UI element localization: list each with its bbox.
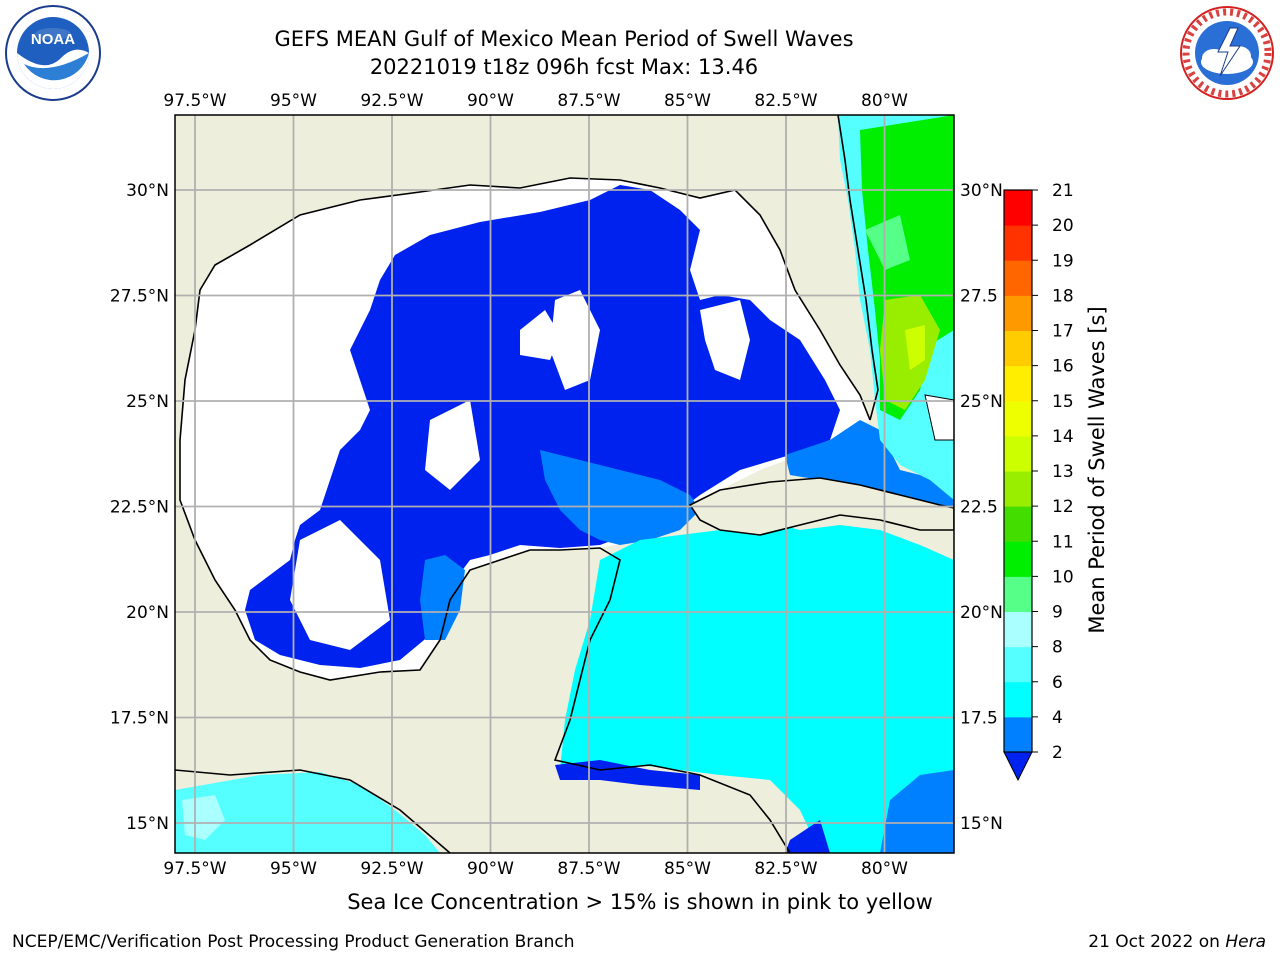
swell-2-4s-region — [245, 185, 840, 668]
lon-label-top: 90°W — [467, 91, 514, 111]
lat-label-right: 20°N — [960, 603, 1003, 623]
noaa-logo: NOAA — [5, 5, 101, 101]
swell-6-8s-caribbean — [560, 520, 954, 853]
colorbar-tick-label: 15 — [1052, 392, 1074, 412]
lon-label-bottom: 85°W — [664, 859, 711, 879]
colorbar-bin — [1004, 716, 1032, 753]
colorbar-bin — [1004, 471, 1032, 507]
colorbar-tick-label: 14 — [1052, 427, 1074, 447]
chart-subtitle: 20221019 t18z 096h fcst Max: 13.46 — [369, 55, 759, 79]
swell-4-6s-gulf — [540, 450, 700, 545]
chart-title: GEFS MEAN Gulf of Mexico Mean Period of … — [274, 27, 854, 51]
footer-credit: NCEP/EMC/Verification Post Processing Pr… — [12, 932, 575, 952]
colorbar-tick-label: 4 — [1052, 708, 1063, 728]
lat-labels-left: 30°N 27.5°N 25°N 22.5°N 20°N 17.5°N 15°N — [110, 181, 169, 834]
colorbar-bin — [1004, 400, 1032, 437]
lat-label-right: 15°N — [960, 814, 1003, 834]
footer-date: 21 Oct 2022 on Hera — [1088, 932, 1266, 952]
lat-label-left: 25°N — [126, 392, 169, 412]
colorbar: 2 4 6 8 9 10 11 12 13 14 15 16 17 18 19 20 21 — [1003, 181, 1074, 782]
colorbar-tick-label: 19 — [1052, 251, 1074, 271]
lat-labels-right: 30°N 27.5 25°N 22.5 20°N 17.5 15°N — [960, 181, 1003, 834]
lat-label-left: 30°N — [126, 181, 169, 201]
lat-label-right: 30°N — [960, 181, 1003, 201]
swell-4-6s-caribbean-edge — [880, 770, 954, 853]
colorbar-extend-min — [1003, 751, 1033, 782]
swell-4-6s-campeche — [420, 555, 465, 640]
map-plot-area — [175, 115, 954, 853]
colorbar-tick-label: 11 — [1052, 532, 1074, 552]
lat-label-left: 17.5°N — [110, 709, 169, 729]
colorbar-tick-label: 16 — [1052, 357, 1074, 377]
lat-label-right: 22.5 — [960, 498, 998, 518]
colorbar-label: Mean Period of Swell Waves [s] — [1085, 306, 1109, 633]
colorbar-bin — [1004, 435, 1032, 472]
swell-pacific — [175, 772, 440, 853]
noaa-logo-text: NOAA — [31, 31, 75, 48]
colorbar-bin — [1004, 506, 1032, 542]
colorbar-tick-label: 10 — [1052, 567, 1074, 587]
sea-ice-caption: Sea Ice Concentration > 15% is shown in … — [347, 890, 933, 914]
colorbar-tick-label: 17 — [1052, 322, 1074, 342]
lon-label-bottom: 90°W — [467, 859, 514, 879]
lat-label-left: 22.5°N — [110, 498, 169, 518]
lon-labels-top: 97.5°W 95°W 92.5°W 90°W 87.5°W 85°W 82.5°W 80°W — [163, 91, 908, 111]
colorbar-tick-label: 21 — [1052, 181, 1074, 201]
colorbar-bin — [1004, 260, 1032, 296]
colorbar-tick-label: 9 — [1052, 603, 1063, 623]
lat-label-right: 27.5 — [960, 287, 998, 307]
colorbar-tick-label: 8 — [1052, 638, 1063, 658]
lon-label-top: 92.5°W — [360, 91, 423, 111]
lon-label-top: 95°W — [270, 91, 317, 111]
colorbar-bin — [1004, 646, 1032, 683]
colorbar-tick-label: 13 — [1052, 462, 1074, 482]
colorbar-bin — [1004, 190, 1032, 226]
lon-label-top: 97.5°W — [163, 91, 226, 111]
lat-label-right: 25°N — [960, 392, 1003, 412]
lon-label-bottom: 92.5°W — [360, 859, 423, 879]
colorbar-bin — [1004, 576, 1032, 612]
coastline — [175, 769, 451, 853]
colorbar-tick-label: 6 — [1052, 673, 1063, 693]
colorbar-bin — [1004, 365, 1032, 402]
colorbar-bin — [1004, 611, 1032, 648]
colorbar-bin — [1004, 541, 1032, 577]
lat-label-left: 15°N — [126, 814, 169, 834]
lon-label-bottom: 87.5°W — [557, 859, 620, 879]
lon-labels-bottom: 97.5°W 95°W 92.5°W 90°W 87.5°W 85°W 82.5°W 80°W — [163, 859, 908, 879]
lon-label-top: 87.5°W — [557, 91, 620, 111]
colorbar-bin — [1004, 330, 1032, 367]
colorbar-tick-label: 2 — [1052, 743, 1063, 763]
nws-logo — [1180, 6, 1274, 100]
lon-label-bottom: 97.5°W — [163, 859, 226, 879]
lon-label-bottom: 95°W — [270, 859, 317, 879]
map-frame — [174, 114, 955, 854]
colorbar-tick-label: 18 — [1052, 286, 1074, 306]
graticule — [175, 115, 954, 853]
colorbar-bin — [1004, 225, 1032, 261]
colorbar-bin — [1004, 681, 1032, 718]
lon-label-bottom: 80°W — [861, 859, 908, 879]
lon-label-top: 82.5°W — [754, 91, 817, 111]
lat-label-left: 27.5°N — [110, 287, 169, 307]
lon-label-top: 85°W — [664, 91, 711, 111]
lat-label-left: 20°N — [126, 603, 169, 623]
colorbar-bin — [1004, 295, 1032, 331]
lat-label-right: 17.5 — [960, 709, 998, 729]
lon-label-bottom: 82.5°W — [754, 859, 817, 879]
colorbar-tick-label: 12 — [1052, 497, 1074, 517]
colorbar-tick-label: 20 — [1052, 216, 1074, 236]
footer-machine: Hera — [1225, 932, 1266, 952]
footer-date-text: 21 Oct 2022 on — [1088, 932, 1226, 952]
swell-4-6s-straits — [785, 420, 954, 510]
lon-label-top: 80°W — [861, 91, 908, 111]
